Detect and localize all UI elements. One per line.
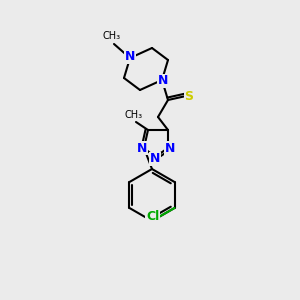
Text: N: N (150, 152, 160, 166)
Text: CH₃: CH₃ (103, 31, 121, 41)
Text: Cl: Cl (146, 211, 159, 224)
Text: N: N (137, 142, 147, 154)
Text: N: N (165, 142, 175, 154)
Text: N: N (125, 50, 135, 64)
Text: CH₃: CH₃ (125, 110, 143, 120)
Text: N: N (158, 74, 168, 88)
Text: S: S (184, 89, 194, 103)
